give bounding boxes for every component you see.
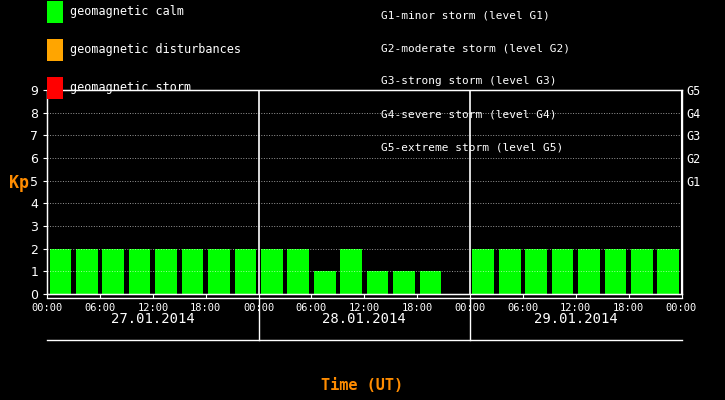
Text: 28.01.2014: 28.01.2014 bbox=[323, 312, 406, 326]
Text: geomagnetic calm: geomagnetic calm bbox=[70, 6, 184, 18]
Text: G1-minor storm (level G1): G1-minor storm (level G1) bbox=[381, 10, 550, 20]
Bar bbox=[367, 271, 389, 294]
Bar bbox=[182, 249, 203, 294]
Bar bbox=[49, 249, 71, 294]
Bar bbox=[499, 249, 521, 294]
Bar bbox=[261, 249, 283, 294]
Text: G5-extreme storm (level G5): G5-extreme storm (level G5) bbox=[381, 143, 563, 153]
Bar bbox=[473, 249, 494, 294]
Bar bbox=[605, 249, 626, 294]
Bar bbox=[420, 271, 442, 294]
Text: G4-severe storm (level G4): G4-severe storm (level G4) bbox=[381, 110, 556, 120]
Bar bbox=[526, 249, 547, 294]
Y-axis label: Kp: Kp bbox=[9, 174, 29, 192]
Bar bbox=[658, 249, 679, 294]
Bar bbox=[552, 249, 573, 294]
Bar bbox=[340, 249, 362, 294]
Bar bbox=[102, 249, 124, 294]
Bar bbox=[234, 249, 256, 294]
Text: Time (UT): Time (UT) bbox=[321, 378, 404, 393]
Bar bbox=[393, 271, 415, 294]
Bar bbox=[129, 249, 151, 294]
Bar bbox=[578, 249, 600, 294]
Bar bbox=[76, 249, 98, 294]
Bar bbox=[208, 249, 230, 294]
Text: geomagnetic disturbances: geomagnetic disturbances bbox=[70, 44, 241, 56]
Bar bbox=[287, 249, 309, 294]
Text: geomagnetic storm: geomagnetic storm bbox=[70, 82, 191, 94]
Text: G2-moderate storm (level G2): G2-moderate storm (level G2) bbox=[381, 43, 570, 53]
Bar bbox=[314, 271, 336, 294]
Bar bbox=[631, 249, 652, 294]
Text: 27.01.2014: 27.01.2014 bbox=[111, 312, 195, 326]
Text: G3-strong storm (level G3): G3-strong storm (level G3) bbox=[381, 76, 556, 86]
Text: 29.01.2014: 29.01.2014 bbox=[534, 312, 618, 326]
Bar bbox=[155, 249, 177, 294]
